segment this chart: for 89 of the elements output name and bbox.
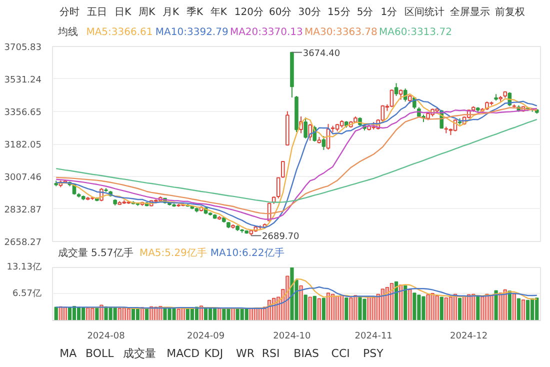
x-tick-label: 2024-10 [273,332,312,342]
candlestick [304,116,308,139]
bar [404,285,408,320]
bar [136,308,140,320]
line-series [56,286,538,309]
bar [100,304,104,320]
chart-title: 成交量 5.57亿手 [58,247,134,259]
bar [344,297,348,320]
legend-title: 均线 [56,26,78,38]
text: MA [60,347,78,360]
text: MACD [166,347,200,360]
text: BIAS [294,347,319,360]
text: 15分 [328,6,350,18]
bar [317,298,321,320]
text: MA5:5.29亿手 [139,247,207,259]
bar [399,284,403,320]
y-tick-label: 2658.27 [4,238,42,248]
text: 5分 [356,6,374,18]
bar [458,298,462,320]
text: MA10:3392.79 [155,27,228,38]
candlestick [403,88,408,102]
bar [448,296,453,320]
y-tick-label: 3531.24 [4,76,42,86]
y-tick-label: 3705.83 [4,43,42,53]
bar [408,289,412,320]
annotation: 2689.70 [262,232,300,242]
text: 30分 [298,6,322,18]
bar [231,308,235,320]
x-tick-label: 2024-09 [186,332,225,342]
text: MA5:3366.61 [86,27,153,38]
text: 分时 [60,6,80,18]
text: MA30:3363.78 [304,27,378,38]
bar [440,296,444,320]
bar [512,293,516,320]
bar [95,307,99,320]
bar [494,290,498,320]
bar [330,294,335,320]
y-tick-label: 2832.87 [4,206,42,216]
text: PSY [363,347,384,360]
bar [521,300,526,320]
text: MA10:6.22亿手 [210,247,284,259]
text: 全屏显示 [450,6,490,18]
candlestick [394,82,398,96]
bar [218,308,222,320]
text: MA60:3313.72 [379,27,452,38]
bar [312,296,316,320]
text: 区间统计 [404,6,445,18]
text: MA20:3370.13 [230,27,303,38]
bar [322,298,326,320]
text: CCI [331,347,350,360]
bar [462,296,466,320]
candlestick [398,88,403,100]
bar [86,308,90,320]
text: 60分 [268,6,292,18]
text: 日K [114,7,132,18]
line-series [56,118,538,203]
y-tick-label: 3007.46 [4,173,42,183]
x-tick-label: 2024-08 [87,332,126,342]
text: 五日 [87,7,108,18]
y-tick-label: 3356.65 [4,108,42,118]
candlestick [322,136,326,150]
y-tick-label: 3182.05 [4,140,42,150]
candlestick [390,88,394,108]
bar [435,295,439,320]
text: 月K [162,7,180,18]
bar [526,300,530,320]
bar [299,285,303,320]
text: 年K [210,6,228,18]
text: 成交量 [123,347,156,360]
y-tick-label: 6.57亿 [12,288,42,299]
bar [126,308,130,320]
bar [476,295,480,320]
text: RSI [262,347,280,360]
bar [516,298,521,320]
bar [304,294,308,320]
annotation: 3674.40 [302,48,340,59]
text: BOLL [86,347,115,360]
text: 前复权 [495,6,526,18]
text: 季K [186,6,204,18]
text: 周K [138,7,156,18]
bar [308,296,312,320]
x-tick-label: 2024-12 [450,332,488,342]
y-tick-label: 13.13亿 [6,262,42,272]
text: 1分 [380,6,398,18]
text: KDJ [204,347,224,360]
x-tick-label: 2024-11 [354,332,392,342]
text: 120分 [234,6,264,18]
bar [326,292,330,320]
text: WR [236,347,255,360]
